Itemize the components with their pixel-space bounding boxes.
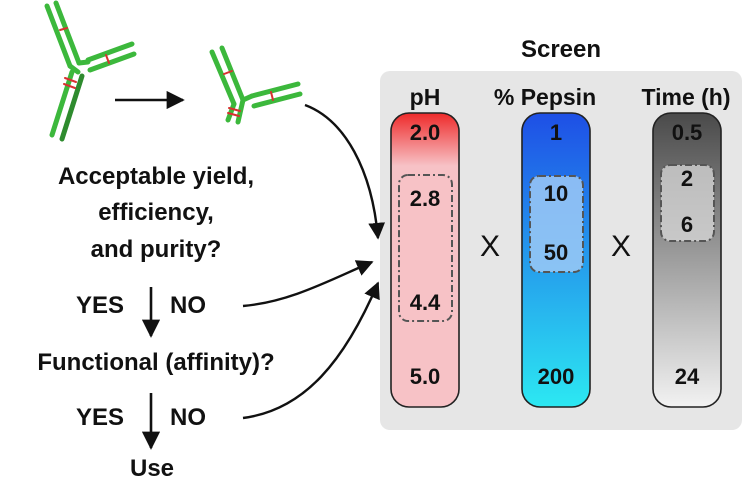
fragment-to-screen-arrow [304, 103, 386, 240]
pepsin-value: 200 [537, 364, 575, 389]
fab2-fragment-icon [209, 45, 303, 125]
ph-header: pH [409, 84, 441, 110]
no-label: NO [170, 292, 206, 319]
pepsin-value: 1 [549, 120, 563, 145]
yes-label: YES [76, 292, 125, 319]
question-function: Functional (affinity)? [37, 349, 275, 376]
time-header: Time (h) [641, 84, 731, 110]
pepsin-value: 10 [543, 181, 569, 206]
yes-label: YES [76, 404, 125, 431]
screen-title: Screen [520, 36, 602, 63]
pepsin-value: 50 [543, 240, 569, 265]
ph-value: 2.0 [409, 120, 441, 145]
ph-value: 4.4 [409, 290, 441, 315]
intact-antibody-icon [44, 0, 137, 142]
time-value: 2 [680, 166, 694, 191]
time-column [652, 112, 722, 408]
pepsin-header: % Pepsin [493, 84, 597, 110]
question-yield-line: and purity? [90, 236, 222, 263]
no-function-to-screen-arrow [242, 281, 380, 420]
pepsin-selected-range [529, 175, 584, 273]
question-yield-line: efficiency, [98, 199, 214, 226]
multiply-symbol: X [610, 230, 632, 263]
multiply-symbol: X [479, 230, 501, 263]
time-value: 6 [680, 212, 694, 237]
result-label: Use [129, 455, 175, 482]
time-value: 24 [674, 364, 700, 389]
time-selected-range [660, 164, 715, 242]
ph-column [390, 112, 460, 408]
ph-value: 2.8 [409, 186, 441, 211]
no-label: NO [170, 404, 206, 431]
ph-value: 5.0 [409, 364, 441, 389]
no-yield-to-screen-arrow [242, 260, 374, 308]
time-value: 0.5 [671, 120, 703, 145]
ph-selected-range [398, 174, 453, 322]
question-yield-line: Acceptable yield, [57, 163, 255, 190]
